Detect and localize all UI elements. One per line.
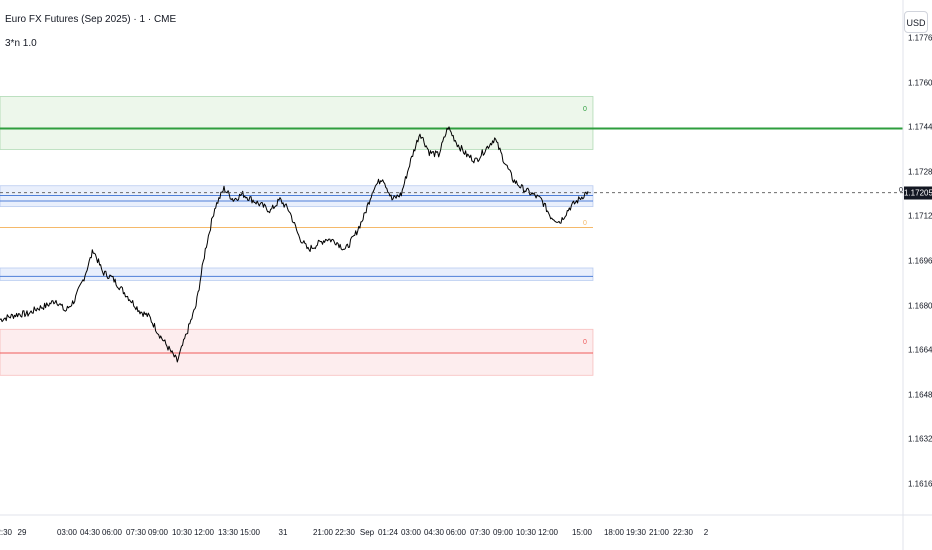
time-tick-label: 06:00	[101, 528, 123, 537]
price-tick-label: 1.16160	[908, 479, 932, 489]
orange-level-marker: 0	[583, 219, 587, 227]
currency-button[interactable]: USD	[904, 11, 928, 33]
time-tick-label: 22:30	[0, 528, 13, 537]
green-zone[interactable]	[0, 96, 594, 150]
price-tick-label: 1.16480	[908, 390, 932, 400]
time-tick-label: 06:00	[445, 528, 467, 537]
price-tick-label: 1.16960	[908, 256, 932, 266]
blue-zone[interactable]	[0, 185, 594, 208]
symbol-title[interactable]: Euro FX Futures (Sep 2025) · 1 · CME	[5, 14, 177, 25]
time-tick-label: 09:00	[147, 528, 169, 537]
time-tick-label: 04:30	[79, 528, 101, 537]
time-tick-label: 22:30	[334, 528, 356, 537]
price-tick-label: 1.17760	[908, 33, 932, 43]
time-tick-label: 19:30	[625, 528, 647, 537]
current-price-badge: 1.17205	[904, 186, 932, 200]
time-tick-label: Sep	[359, 528, 375, 537]
time-tick-label: 22:30	[672, 528, 694, 537]
current-price-marker: 0	[899, 186, 903, 194]
red-zone-marker: 0	[583, 339, 587, 347]
time-tick-label: 07:30	[469, 528, 491, 537]
level-zones	[0, 96, 594, 376]
time-tick-label: 29	[17, 528, 27, 537]
indicator-label[interactable]: 3*n 1.0	[5, 38, 37, 49]
price-tick-label: 1.17600	[908, 78, 932, 88]
price-tick-label: 1.16640	[908, 345, 932, 355]
time-tick-label: 18:00	[603, 528, 625, 537]
time-tick-label: 03:00	[56, 528, 78, 537]
time-tick-label: 09:00	[492, 528, 514, 537]
time-tick-label: 03:00	[400, 528, 422, 537]
blue-zone[interactable]	[0, 267, 594, 281]
price-series	[0, 126, 589, 363]
price-tick-label: 1.17440	[908, 122, 932, 132]
time-tick-label: 04:30	[423, 528, 445, 537]
price-tick-label: 1.17120	[908, 211, 932, 221]
time-tick-label: 07:30	[125, 528, 147, 537]
green-zone-marker: 0	[583, 106, 587, 114]
time-tick-label: 31	[278, 528, 288, 537]
time-tick-label: 12:00	[193, 528, 215, 537]
time-tick-label: 13:30	[217, 528, 239, 537]
time-tick-label: 12:00	[537, 528, 559, 537]
time-tick-label: 21:00	[648, 528, 670, 537]
level-lines	[0, 127, 903, 354]
price-line[interactable]	[0, 126, 589, 363]
time-tick-label: 21:00	[312, 528, 334, 537]
time-tick-label: 01:24	[377, 528, 399, 537]
price-tick-label: 1.16320	[908, 434, 932, 444]
time-tick-label: 10:30	[171, 528, 193, 537]
time-tick-label: 15:00	[239, 528, 261, 537]
time-tick-label: 2	[703, 528, 709, 537]
time-tick-label: 15:00	[571, 528, 593, 537]
red-zone[interactable]	[0, 328, 594, 376]
price-tick-label: 1.17280	[908, 167, 932, 177]
time-tick-label: 10:30	[515, 528, 537, 537]
price-tick-label: 1.16800	[908, 301, 932, 311]
